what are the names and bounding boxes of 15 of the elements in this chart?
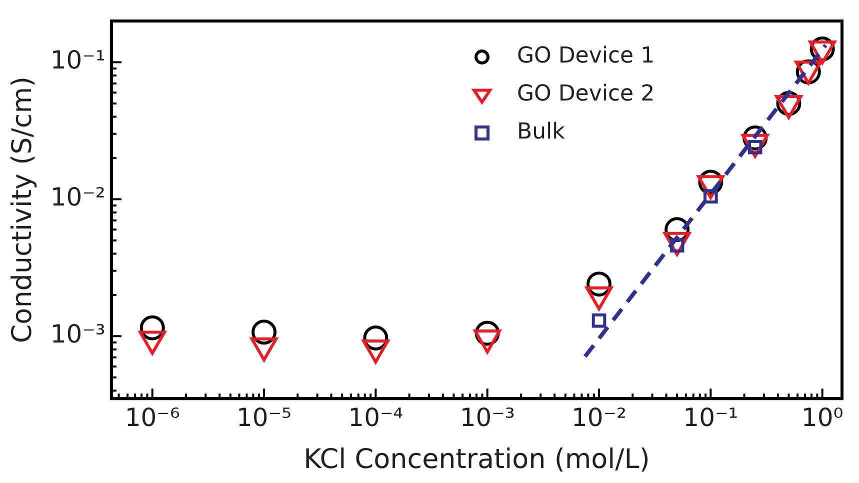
x-tick-label: 10⁻² bbox=[571, 403, 627, 432]
legend-label: Bulk bbox=[517, 120, 566, 145]
y-tick-label: 10⁻¹ bbox=[50, 46, 106, 75]
x-tick-label: 10⁰ bbox=[801, 403, 844, 432]
x-tick-label: 10⁻⁵ bbox=[236, 403, 292, 432]
x-tick-label: 10⁻³ bbox=[460, 403, 515, 432]
legend-label: GO Device 1 bbox=[517, 44, 655, 69]
y-tick-label: 10⁻² bbox=[50, 182, 106, 212]
x-axis-title: KCl Concentration (mol/L) bbox=[304, 444, 650, 475]
x-tick-label: 10⁻⁶ bbox=[124, 403, 180, 432]
legend-label: GO Device 2 bbox=[517, 82, 655, 107]
x-tick-label: 10⁻⁴ bbox=[348, 403, 404, 432]
y-tick-label: 10⁻³ bbox=[50, 320, 106, 349]
y-axis-title: Conductivity (S/cm) bbox=[7, 76, 38, 344]
x-tick-label: 10⁻¹ bbox=[683, 403, 738, 432]
